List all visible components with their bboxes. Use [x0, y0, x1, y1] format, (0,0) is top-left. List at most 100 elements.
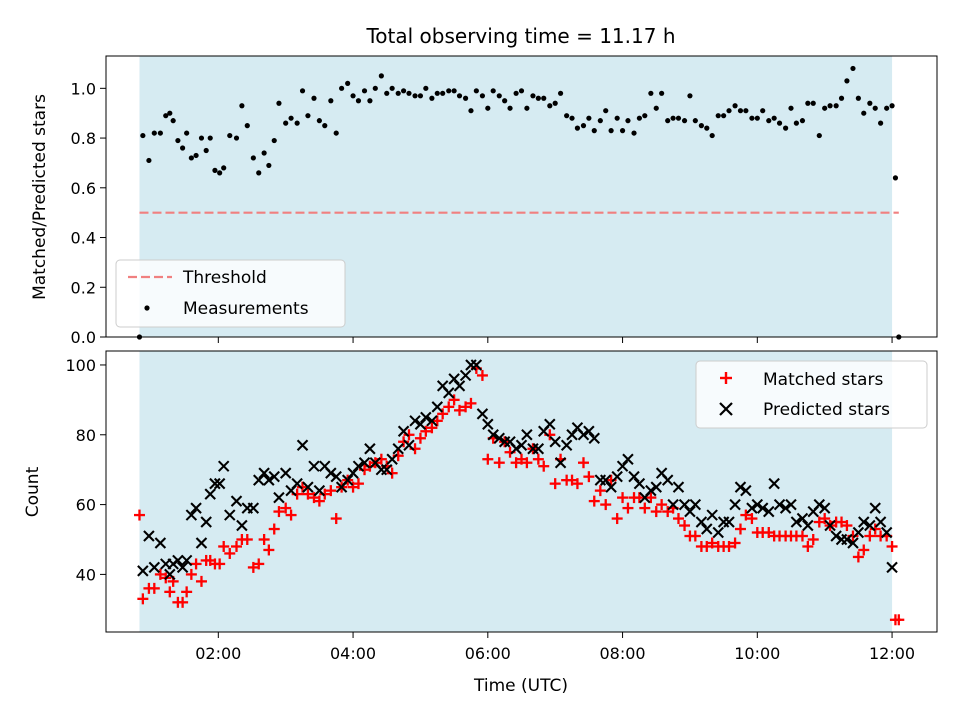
measurement-point	[212, 167, 218, 173]
matched-star-point	[521, 457, 533, 469]
predicted-star-point	[341, 474, 354, 486]
top-legend: Threshold Measurements	[115, 259, 346, 328]
measurement-point	[889, 103, 895, 109]
predicted-star-point	[515, 439, 528, 451]
predicted-star-point	[185, 509, 198, 521]
predicted-star-point	[560, 439, 573, 451]
matched-star-point	[325, 485, 337, 497]
predicted-star-point	[734, 481, 747, 493]
measurement-point	[557, 90, 564, 96]
measurement-point	[184, 130, 190, 136]
measurement-point	[631, 130, 637, 136]
bottom-panel: 40 60 80 100 02:00 04:00 06:00 08:00 10:00 12:00…	[23, 350, 938, 696]
bottom-x-axis-label: Time (UTC)	[473, 676, 568, 696]
predicted-star-point	[273, 491, 285, 504]
bottom-x-ticks: 02:00 04:00 06:00 08:00 10:00 12:00	[195, 632, 915, 663]
measurement-point	[642, 113, 648, 119]
predicted-star-point	[532, 442, 545, 455]
measurement-point	[754, 115, 760, 121]
predicted-star-point	[779, 502, 792, 514]
matched-star-point	[181, 586, 193, 598]
matched-star-point	[639, 502, 651, 514]
measurement-point	[198, 135, 205, 141]
measurement-point	[250, 155, 256, 161]
measurement-point	[378, 73, 384, 79]
top-y-ticks: 0.0 0.2 0.4 0.6 0.8 1.0	[71, 79, 106, 347]
matched-star-point	[858, 544, 870, 556]
measurement-point	[207, 135, 213, 141]
matched-star-point	[588, 495, 600, 507]
matched-star-point	[398, 436, 410, 448]
measurement-point	[636, 115, 643, 121]
measurement-point	[271, 137, 277, 144]
matched-star-point	[454, 404, 466, 416]
predicted-star-point	[695, 516, 708, 528]
measurement-point	[743, 108, 749, 114]
y-tick-label: 100	[65, 356, 96, 375]
measurement-point	[434, 90, 440, 96]
predicted-star-point	[296, 439, 309, 451]
predicted-star-point	[712, 526, 724, 539]
measurement-point	[322, 123, 328, 129]
measurement-point	[760, 108, 766, 114]
measurement-point	[776, 120, 783, 126]
predicted-star-point	[605, 481, 617, 493]
x-tick-label: 04:00	[330, 644, 376, 663]
measurement-point	[417, 93, 424, 99]
measurement-point	[151, 130, 157, 136]
matched-star-point	[164, 586, 176, 598]
matched-star-point	[231, 540, 243, 552]
predicted-star-point	[706, 509, 718, 521]
predicted-star-point	[740, 484, 752, 497]
bottom-legend-box	[695, 360, 928, 429]
matched-star-point	[280, 502, 292, 514]
matched-star-point	[241, 533, 253, 545]
predicted-star-point	[302, 481, 314, 493]
matched-star-point	[864, 530, 876, 542]
matched-star-point	[645, 492, 657, 504]
predicted-star-point	[773, 498, 786, 511]
x-tick-label: 02:00	[195, 644, 241, 663]
measurement-point	[619, 128, 626, 134]
matched-star-point	[133, 509, 145, 521]
measurement-point	[547, 103, 553, 109]
predicted-star-point	[880, 526, 893, 539]
measurement-point	[507, 105, 513, 111]
measurement-point	[384, 90, 390, 96]
measurement-point	[244, 123, 250, 129]
predicted-star-point	[756, 502, 769, 514]
matched-star-point	[224, 547, 236, 559]
predicted-star-point	[874, 516, 887, 528]
y-tick-label: 0.2	[71, 278, 96, 297]
matched-star-point	[594, 485, 606, 497]
matched-star-point	[386, 467, 398, 479]
x-tick-label: 08:00	[600, 644, 646, 663]
matched-star-point	[689, 530, 701, 542]
matched-star-point	[656, 499, 668, 511]
predicted-star-point	[549, 436, 561, 448]
predicted-star-point	[420, 411, 432, 424]
measurement-point	[389, 85, 395, 91]
predicted-star-point	[172, 554, 184, 567]
matched-star-point	[611, 513, 623, 525]
predicted-star-point	[392, 442, 404, 455]
legend-predicted-swatch	[719, 402, 733, 416]
measurement-point	[140, 132, 146, 139]
measurement-point	[227, 132, 233, 139]
predicted-star-point	[599, 474, 612, 486]
legend-matched-swatch	[720, 372, 732, 384]
measurement-point	[446, 88, 452, 94]
matched-star-point	[420, 425, 432, 437]
top-y-axis-label: Matched/Predicted stars	[30, 94, 50, 300]
predicted-star-point	[470, 359, 483, 371]
measurement-point	[333, 130, 339, 136]
predicted-star-point	[403, 439, 415, 451]
predicted-star-point	[230, 495, 243, 507]
predicted-star-point	[667, 498, 679, 511]
matched-star-point	[443, 401, 455, 413]
measurement-point	[440, 90, 446, 96]
measurement-point	[827, 103, 833, 109]
legend-threshold-label: Threshold	[182, 268, 267, 288]
predicted-star-point	[544, 418, 556, 431]
predicted-star-point	[414, 418, 427, 431]
